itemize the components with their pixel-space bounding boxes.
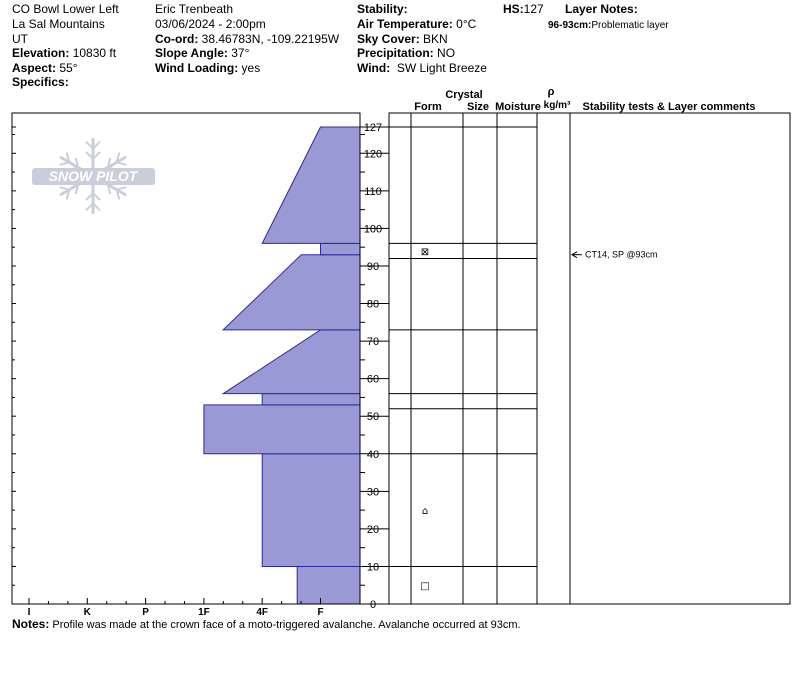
- snowflake-branch: [116, 186, 127, 191]
- depth-label-110: 110: [364, 186, 382, 198]
- elevation: Elevation: 10830 ft: [12, 46, 117, 60]
- layer-boundaries: [389, 126, 537, 567]
- depth-label-30: 30: [367, 486, 379, 498]
- grain-form-symbols: ⊠ ⌂ □: [420, 247, 429, 592]
- layer-table-frame: [388, 112, 791, 605]
- snowpilot-watermark: SNOW PILOT: [32, 138, 155, 214]
- wind: Wind: SW Light Breeze: [357, 61, 487, 75]
- hardness-layer-5: [221, 329, 361, 395]
- depth-label-60: 60: [367, 374, 379, 386]
- hardness-label-4F: 4F: [256, 607, 268, 618]
- hardness-layer-4: [261, 393, 361, 406]
- depth-label-0: 0: [370, 599, 376, 611]
- observer-name: Eric Trenbeath: [155, 2, 234, 16]
- air-temperature: Air Temperature: 0°C: [357, 17, 477, 31]
- snowflake-branch: [59, 161, 70, 166]
- hardness-layer-8: [261, 126, 361, 244]
- depth-label-40: 40: [367, 449, 379, 461]
- wind-loading: Wind Loading: yes: [155, 61, 261, 75]
- stability-test-results: CT14, SP @93cm: [571, 250, 658, 260]
- hardness-label-I: I: [28, 607, 31, 618]
- hardness-layer-2: [261, 453, 361, 567]
- hardness-label-K: K: [84, 607, 92, 618]
- depth-label-20: 20: [367, 524, 379, 536]
- sky-cover: Sky Cover: BKN: [357, 32, 448, 46]
- snowflake-branch: [115, 152, 121, 163]
- snowflake-branch: [65, 189, 71, 200]
- snowflake-branch: [92, 192, 101, 201]
- hardness-layer-7: [320, 242, 361, 256]
- snowflake-branch: [106, 184, 112, 195]
- snowflake-branch: [92, 140, 101, 150]
- snowflake-branch: [74, 184, 80, 195]
- depth-label-80: 80: [367, 299, 379, 311]
- watermark-text: SNOW PILOT: [49, 168, 139, 184]
- hardness-label-F: F: [317, 607, 323, 618]
- grain-symbol-1: ⊠: [421, 247, 429, 258]
- form-header: Form: [414, 101, 442, 113]
- snowflake-branch: [85, 202, 94, 212]
- snowflake-branch: [85, 192, 94, 201]
- moisture-header: Moisture: [495, 101, 541, 113]
- snowflake-branch: [106, 157, 112, 168]
- crystal-header: Crystal: [445, 89, 482, 101]
- density-header: kg/m³: [544, 100, 571, 111]
- snowflake-branch: [59, 186, 70, 191]
- grain-symbol-2: ⌂: [422, 506, 428, 517]
- snowflake-branch: [116, 161, 127, 166]
- depth-label-50: 50: [367, 411, 379, 423]
- size-header: Size: [467, 101, 489, 113]
- hardness-label-P: P: [142, 607, 149, 618]
- precipitation: Precipitation: NO: [357, 46, 456, 60]
- hardness-profile: [203, 126, 361, 605]
- snowflake-branch: [74, 157, 80, 168]
- mountain-range: La Sal Mountains: [12, 17, 105, 31]
- test-arrow-head-1: [571, 251, 578, 259]
- observation-datetime: 03/06/2024 - 2:00pm: [155, 17, 266, 31]
- hardness-layer-3: [203, 404, 361, 455]
- comments-header: Stability tests & Layer comments: [582, 101, 755, 113]
- depth-label-100: 100: [364, 223, 382, 235]
- specifics: Specifics:: [12, 75, 69, 89]
- snowflake-branch: [115, 189, 121, 200]
- depth-label-10: 10: [367, 561, 379, 573]
- state: UT: [12, 32, 28, 46]
- depth-axis: 0 10 20 30 40 50 60 70 80 90 100 110 120 127: [12, 113, 389, 611]
- snowflake-branch: [85, 151, 94, 160]
- depth-label-90: 90: [367, 261, 379, 273]
- profile-notes: Notes: Profile was made at the crown fac…: [12, 617, 521, 631]
- hardness-layer-1: [296, 565, 361, 605]
- snowflake-branch: [85, 140, 94, 150]
- test-label-1: CT14, SP @93cm: [585, 250, 658, 260]
- layer-notes-title: Layer Notes:: [565, 2, 638, 16]
- aspect: Aspect: 55°: [12, 61, 78, 75]
- snowflake-branch: [92, 202, 101, 212]
- stability: Stability:: [357, 2, 408, 16]
- slope-angle: Slope Angle: 37°: [155, 46, 250, 60]
- coordinates: Co-ord: 38.46783N, -109.22195W: [155, 32, 340, 46]
- depth-label-120: 120: [364, 148, 382, 160]
- column-headers: Crystal Form Size Moisture ρ kg/m³ Stabi…: [414, 86, 755, 113]
- grain-symbol-3: □: [420, 581, 429, 592]
- snowflake-branch: [65, 152, 71, 163]
- snow-height: HS:127: [503, 2, 544, 16]
- hardness-layer-6: [221, 254, 361, 331]
- rho-header: ρ: [548, 86, 555, 98]
- watermark-band: [32, 168, 155, 185]
- chart-frames: [11, 112, 791, 605]
- hardness-label-1F: 1F: [198, 607, 210, 618]
- depth-label-127: 127: [364, 122, 382, 134]
- snowflake-branch: [92, 151, 101, 160]
- depth-label-70: 70: [367, 336, 379, 348]
- hardness-axis: I K P 1F 4F F: [28, 598, 324, 618]
- layer-note: 96-93cm:Problematic layer: [548, 20, 669, 31]
- location-name: CO Bowl Lower Left: [12, 2, 119, 16]
